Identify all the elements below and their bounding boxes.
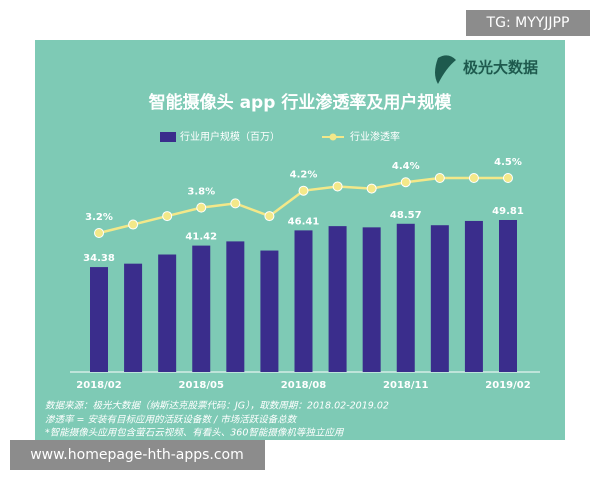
line-marker <box>366 183 377 194</box>
x-tick-label: 2018/02 <box>76 380 121 391</box>
note: 渗透率 = 安装有目标应用的活跃设备数 / 市场活跃设备总数 <box>45 414 298 426</box>
bar <box>328 226 347 372</box>
watermark-box <box>466 10 590 36</box>
line-marker <box>196 202 207 213</box>
legend-swatch <box>160 132 176 142</box>
watermark: TG: MYYJJPP <box>486 15 570 31</box>
line-marker <box>503 173 513 183</box>
line-marker <box>162 211 173 222</box>
chart-title: 智能摄像头 app 行业渗透率及用户规模 <box>149 92 453 113</box>
bar <box>499 220 517 372</box>
legend-swatch <box>329 133 337 141</box>
bar <box>362 227 381 372</box>
x-tick-label: 2018/08 <box>281 380 326 391</box>
line-marker <box>332 181 343 192</box>
line-marker <box>400 177 411 188</box>
x-tick-label: 2018/11 <box>383 380 428 391</box>
line-marker <box>298 185 309 196</box>
x-tick-label: 2018/05 <box>179 380 224 391</box>
logo: 极光大数据 <box>463 59 538 77</box>
bar <box>294 230 313 372</box>
bar-label: 41.42 <box>185 232 217 243</box>
line-label: 4.4% <box>392 161 420 172</box>
note: 数据来源：极光大数据（纳斯达克股票代码：JG），取数周期：2018.02-201… <box>45 400 389 412</box>
line-label: 4.5% <box>494 157 522 168</box>
line-label: 4.2% <box>290 170 318 181</box>
line-label: 3.2% <box>85 212 113 223</box>
line-marker <box>230 198 241 209</box>
footer-url: www.homepage-hth-apps.com <box>30 447 244 463</box>
line-marker <box>264 211 275 222</box>
bar <box>90 267 108 372</box>
line-marker <box>94 228 104 238</box>
bar <box>192 245 211 372</box>
bar <box>464 220 483 372</box>
bar-label: 46.41 <box>288 216 320 227</box>
logo-icon <box>435 55 456 84</box>
bar <box>430 225 449 372</box>
line-marker <box>468 173 479 183</box>
line-marker <box>128 219 139 230</box>
bar <box>396 223 415 372</box>
url-box <box>10 440 265 470</box>
line-label: 3.8% <box>187 187 215 198</box>
bar <box>158 254 177 372</box>
bar-label: 34.38 <box>83 253 115 264</box>
bar-label: 49.81 <box>492 206 524 217</box>
legend-label: 行业渗透率 <box>350 130 400 143</box>
bar <box>260 250 279 372</box>
bar <box>226 241 245 372</box>
x-tick-label: 2019/02 <box>485 380 530 391</box>
legend-label: 行业用户规模（百万） <box>180 130 280 143</box>
line-marker <box>434 173 445 183</box>
bar <box>124 263 143 372</box>
note: *智能摄像头应用包含萤石云视频、有看头、360智能摄像机等独立应用 <box>45 427 345 439</box>
bar-label: 48.57 <box>390 210 422 221</box>
